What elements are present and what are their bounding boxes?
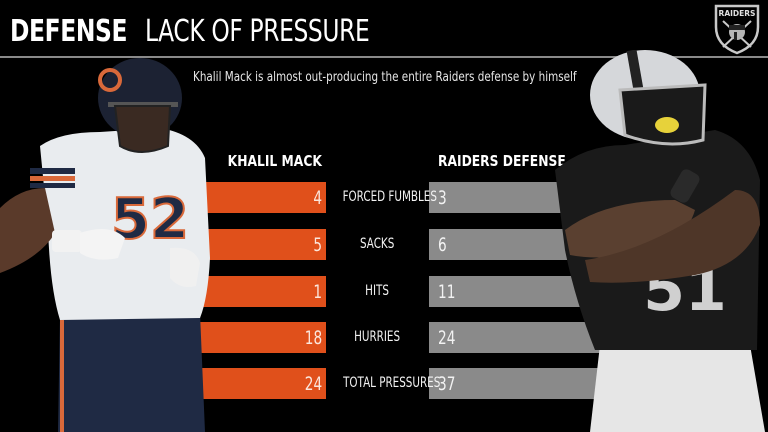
mack-value: 18 [304,327,322,349]
stat-row-total-pressures: 24 TOTAL PRESSURES 37 [0,368,768,399]
legend-raiders-defense: RAIDERS DEFENSE [438,152,566,170]
title-bold: DEFENSE [10,14,128,49]
mack-value: 1 [313,281,322,303]
stat-label: FORCED FUMBLES [342,189,437,205]
header-divider [0,56,768,58]
title-light: LACK OF PRESSURE [145,14,370,49]
raiders-player-image: 51 [555,50,765,432]
mack-value: 4 [313,187,322,209]
raiders-value: 24 [438,327,456,349]
khalil-mack-player-image: 52 [0,58,210,432]
legend-khalil-mack: KHALIL MACK [227,152,322,170]
subtitle: Khalil Mack is almost out-producing the … [193,70,577,85]
svg-text:RAIDERS: RAIDERS [719,9,756,18]
stat-label: HURRIES [354,329,401,345]
raiders-logo-icon: RAIDERS [714,4,760,55]
raiders-value: 37 [438,373,456,395]
svg-text:52: 52 [111,187,189,252]
page-title: DEFENSE LACK OF PRESSURE [10,12,433,52]
stat-label: HITS [365,283,390,299]
raiders-value: 3 [438,187,447,209]
stat-label: SACKS [360,236,395,252]
raiders-value: 6 [438,234,447,256]
stat-label: TOTAL PRESSURES [343,375,441,391]
mack-value: 5 [313,234,322,256]
mack-value: 24 [304,373,322,395]
raiders-value: 11 [438,281,456,303]
